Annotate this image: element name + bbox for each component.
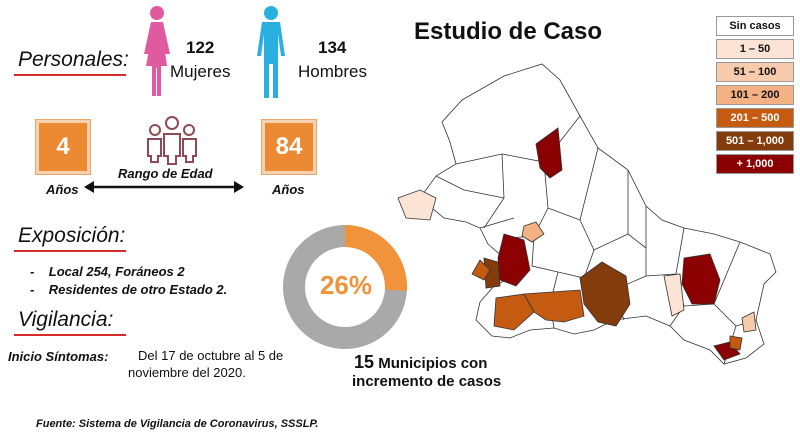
exposicion-item-1: - Local 254, Foráneos 2 [30,264,185,279]
exposicion-underline [14,250,126,252]
municipio-center-dark [579,261,631,327]
municipios-count: 15 [354,352,375,372]
legend-item: 1 – 50 [716,39,794,59]
donut-fill-arc [283,225,407,349]
legend-item: 501 – 1,000 [716,131,794,151]
mujeres-count: 122 [186,38,215,57]
female-icon [144,6,170,96]
municipios-map [397,63,777,365]
personales-underline [14,74,126,76]
municipios-line2: incremento de casos [352,373,502,390]
legend-item: Sin casos [716,16,794,36]
vigilancia-underline [14,334,126,336]
municipio-south-west [493,293,535,331]
municipio-east-light [741,311,757,333]
edad-min-label: Años [46,182,79,197]
hombres-count: 134 [318,38,347,57]
legend-item: 51 – 100 [716,62,794,82]
rango-edad-label: Rango de Edad [118,166,213,181]
municipio-capital [497,233,531,287]
personales-heading: Personales: [18,48,129,71]
municipio-southeast-b [729,335,743,351]
edad-max-label: Años [272,182,305,197]
municipio-west-a [471,259,491,281]
municipio-high-north [535,127,563,179]
inicio-sintomas-line2: noviembre del 2020. [128,365,246,380]
vigilancia-heading: Vigilancia: [18,308,114,331]
municipio-high-east [681,253,721,305]
double-arrow-icon [84,181,244,193]
page-title: Estudio de Caso [414,18,603,45]
hombres-label: Hombres [298,62,367,81]
exposicion-item-2: - Residentes de otro Estado 2. [30,282,228,297]
edad-min-box: 4 [36,120,90,174]
municipios-line1-rest: Municipios con [374,355,488,372]
municipio-mid-center [521,221,545,243]
mujeres-label: Mujeres [170,62,231,81]
people-group-icon [147,116,197,165]
legend-item: 201 – 500 [716,108,794,128]
donut-percent-text: 26% [319,270,373,300]
legend-item: + 1,000 [716,154,794,174]
edad-max-box: 84 [262,120,316,174]
legend-item: 101 – 200 [716,85,794,105]
male-icon [257,6,285,98]
exposicion-heading: Exposición: [18,224,126,247]
municipio-low-east [663,273,685,317]
fuente-text: Fuente: Sistema de Vigilancia de Coronav… [36,418,319,430]
percent-donut-chart [283,225,407,349]
municipio-low-west [397,189,437,221]
municipios-line1: 15 Municipios con [354,352,487,373]
inicio-sintomas-label: Inicio Síntomas: [8,349,109,364]
inicio-sintomas-line1: Del 17 de octubre al 5 de [138,348,284,363]
